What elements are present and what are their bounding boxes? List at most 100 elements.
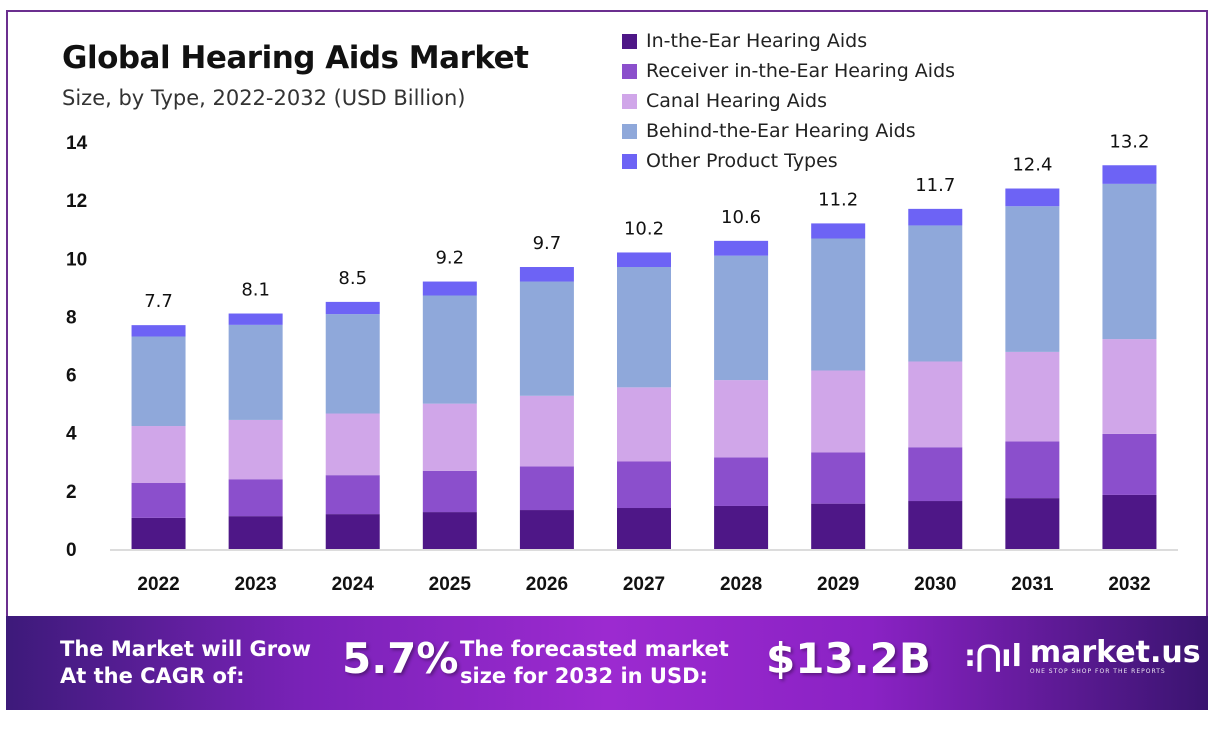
x-tick-label: 2022 [137, 574, 179, 595]
data-label: 10.2 [624, 218, 664, 239]
bar-segment [325, 314, 380, 414]
bar-segment [228, 324, 283, 420]
bar-segment [325, 475, 380, 515]
x-tick-label: 2026 [526, 574, 568, 595]
legend-item-receiver-in-the-ear: Receiver in-the-Ear Hearing Aids [622, 56, 955, 86]
bar-segment [617, 252, 671, 268]
x-tick-label: 2028 [720, 574, 762, 595]
x-tick-label: 2030 [914, 574, 956, 595]
bar-segment [422, 295, 477, 404]
bar-segment [617, 267, 671, 388]
bar-segment [811, 503, 866, 549]
data-label: 12.4 [1012, 155, 1052, 176]
x-tick-label: 2025 [429, 574, 472, 595]
bar-segment [228, 479, 283, 517]
y-tick-label: 8 [66, 307, 77, 328]
bar-segment [908, 225, 963, 362]
bar-segment [325, 301, 380, 315]
bar-segment [1005, 206, 1060, 352]
bar-segment [422, 281, 477, 296]
forecast-label-line2: size for 2032 in USD: [460, 664, 708, 688]
legend-swatch [622, 63, 637, 79]
y-tick-label: 6 [66, 366, 77, 387]
logo-icon: :⋂ıl [964, 639, 1022, 674]
x-tick-label: 2023 [234, 574, 276, 595]
bar-segment [617, 461, 671, 509]
chart-frame [6, 10, 1208, 616]
bar-segment [1102, 165, 1157, 184]
data-label: 13.2 [1109, 131, 1149, 152]
x-tick-label: 2024 [332, 574, 375, 595]
bar-segment [519, 281, 574, 396]
data-label: 9.2 [435, 248, 464, 269]
legend-item-behind-the-ear: Behind-the-Ear Hearing Aids [622, 116, 955, 146]
bar-segment [131, 517, 186, 549]
bar-segment [617, 387, 671, 462]
logo-tagline: ONE STOP SHOP FOR THE REPORTS [1029, 668, 1166, 675]
bar-segment [617, 508, 671, 549]
bar-segment [908, 447, 963, 502]
data-label: 8.5 [338, 268, 367, 289]
bar-segment [1102, 494, 1157, 549]
bar-segment [325, 514, 380, 549]
bar-segment [131, 483, 186, 518]
cagr-label-line1: The Market will Grow [60, 637, 311, 661]
bar-segment [908, 361, 963, 448]
cagr-label: The Market will Grow At the CAGR of: [60, 636, 311, 690]
bar-segment [811, 223, 866, 239]
stacked-bar-chart: 0 2 4 6 8 10 12 14 7.7 2022 8.1 2023 8.5 2024 9.2 2025 9… [66, 131, 1178, 595]
bar-segment [1005, 498, 1060, 549]
bar-segment [131, 336, 186, 427]
bar-segment [228, 419, 283, 480]
legend-item-canal: Canal Hearing Aids [622, 86, 955, 116]
y-tick-label: 14 [66, 133, 88, 154]
data-label: 11.7 [915, 175, 955, 196]
y-tick-label: 4 [66, 424, 77, 445]
bar-segment [519, 267, 574, 282]
data-label: 8.1 [241, 280, 270, 301]
market-us-logo: :⋂ıl market.us ONE STOP SHOP FOR THE REP… [964, 635, 1201, 676]
bar-segment [228, 516, 283, 549]
bar-segment [714, 457, 769, 506]
data-label: 11.2 [818, 189, 858, 210]
bar-segment [811, 452, 866, 504]
data-label: 9.7 [533, 233, 562, 254]
bar-segment [1102, 433, 1157, 495]
y-tick-label: 10 [66, 249, 87, 270]
legend-label: Receiver in-the-Ear Hearing Aids [646, 60, 956, 82]
bar-segment [1102, 339, 1157, 434]
bar-segment [228, 313, 283, 325]
y-tick-label: 2 [66, 482, 77, 503]
bar-segment [422, 403, 477, 471]
legend-label: Behind-the-Ear Hearing Aids [646, 120, 916, 142]
forecast-value: $13.2B [766, 634, 931, 683]
logo-name: market.us [1029, 635, 1201, 670]
legend-swatch [622, 123, 637, 139]
bar-segment [519, 395, 574, 467]
bar-segment [811, 370, 866, 453]
bar-segment [1005, 188, 1060, 207]
bar-segment [908, 208, 963, 226]
bar-segment [714, 380, 769, 458]
bar-segment [1005, 441, 1060, 499]
chart-subtitle: Size, by Type, 2022-2032 (USD Billion) [62, 86, 466, 110]
bar-segment [422, 512, 477, 549]
bar-segment [908, 501, 963, 549]
data-label: 7.7 [144, 291, 173, 312]
legend-item-other: Other Product Types [622, 146, 955, 176]
forecast-label: The forecasted market size for 2032 in U… [460, 636, 729, 690]
cagr-label-line2: At the CAGR of: [60, 664, 245, 688]
bar-segment [1005, 351, 1060, 442]
legend: In-the-Ear Hearing Aids Receiver in-the-… [622, 26, 955, 176]
summary-banner: The Market will Grow At the CAGR of: 5.7… [6, 616, 1208, 710]
bar-segment [519, 466, 574, 511]
y-tick-label: 0 [66, 540, 77, 561]
bar-segment [714, 255, 769, 381]
legend-item-in-the-ear: In-the-Ear Hearing Aids [622, 26, 955, 56]
bar-segment [519, 510, 574, 549]
bar-segment [1102, 183, 1157, 340]
x-tick-label: 2031 [1011, 574, 1054, 595]
x-tick-label: 2029 [817, 574, 859, 595]
chart-title: Global Hearing Aids Market [62, 40, 529, 76]
legend-swatch [622, 33, 637, 49]
